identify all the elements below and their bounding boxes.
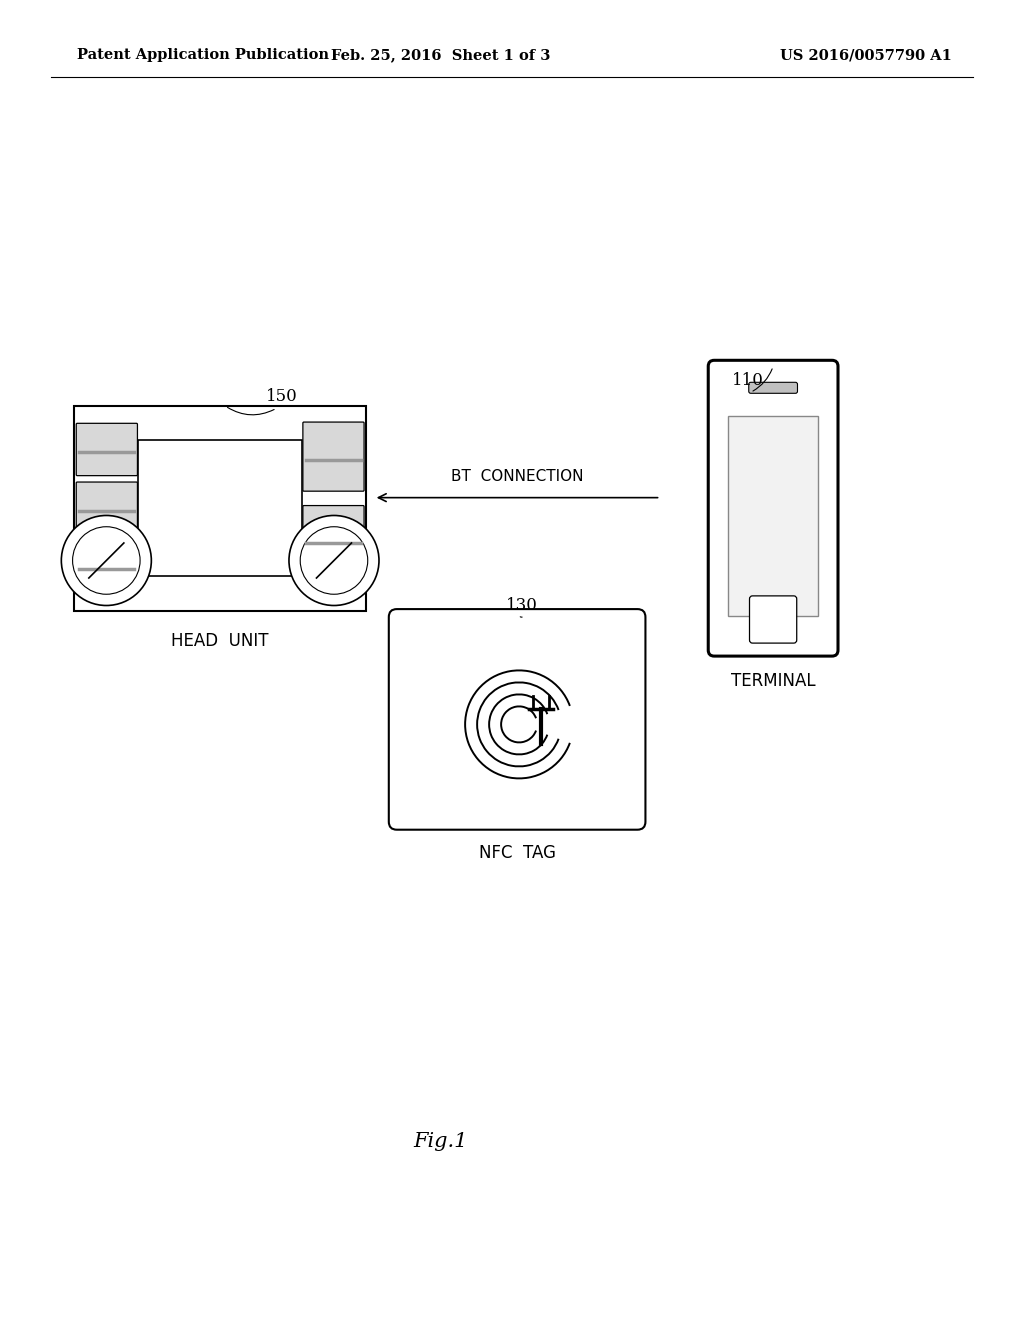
Circle shape xyxy=(61,516,152,606)
Bar xyxy=(75,407,367,610)
Bar xyxy=(138,441,302,576)
Circle shape xyxy=(289,516,379,606)
Text: NFC  TAG: NFC TAG xyxy=(478,843,556,862)
Text: HEAD  UNIT: HEAD UNIT xyxy=(171,632,269,651)
FancyBboxPatch shape xyxy=(303,422,365,491)
FancyBboxPatch shape xyxy=(389,609,645,830)
Bar xyxy=(728,416,818,616)
FancyBboxPatch shape xyxy=(709,360,838,656)
FancyBboxPatch shape xyxy=(750,595,797,643)
Text: Fig.1: Fig.1 xyxy=(413,1133,468,1151)
Text: US 2016/0057790 A1: US 2016/0057790 A1 xyxy=(780,49,952,62)
Circle shape xyxy=(300,527,368,594)
FancyBboxPatch shape xyxy=(76,482,137,535)
Text: Patent Application Publication: Patent Application Publication xyxy=(77,49,329,62)
Text: BT  CONNECTION: BT CONNECTION xyxy=(451,469,584,483)
Text: 110: 110 xyxy=(731,372,764,389)
FancyBboxPatch shape xyxy=(303,506,365,574)
FancyBboxPatch shape xyxy=(76,424,137,475)
Text: 150: 150 xyxy=(265,388,298,405)
FancyBboxPatch shape xyxy=(749,383,798,393)
Text: 130: 130 xyxy=(506,597,539,614)
Circle shape xyxy=(73,527,140,594)
Text: Feb. 25, 2016  Sheet 1 of 3: Feb. 25, 2016 Sheet 1 of 3 xyxy=(331,49,550,62)
Text: TERMINAL: TERMINAL xyxy=(731,672,815,690)
FancyBboxPatch shape xyxy=(76,541,137,593)
